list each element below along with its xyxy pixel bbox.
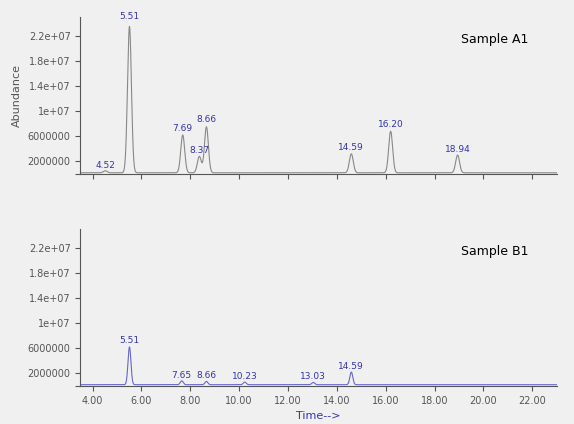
Text: 8.37: 8.37 [189,146,210,155]
Text: 14.59: 14.59 [339,143,364,152]
X-axis label: Time-->: Time--> [296,411,341,421]
Text: 14.59: 14.59 [339,362,364,371]
Y-axis label: Abundance: Abundance [12,64,22,127]
Text: Sample A1: Sample A1 [461,33,529,46]
Text: 16.20: 16.20 [378,120,404,129]
Text: 8.66: 8.66 [196,115,216,125]
Text: 7.69: 7.69 [173,124,193,133]
Text: 7.65: 7.65 [172,371,192,380]
Text: 5.51: 5.51 [119,336,139,345]
Text: 8.66: 8.66 [196,371,216,380]
Text: 18.94: 18.94 [445,145,471,153]
Text: 13.03: 13.03 [300,372,326,381]
Text: 5.51: 5.51 [119,12,139,21]
Text: Sample B1: Sample B1 [461,245,529,257]
Text: 4.52: 4.52 [95,161,115,170]
Text: 10.23: 10.23 [232,372,258,381]
